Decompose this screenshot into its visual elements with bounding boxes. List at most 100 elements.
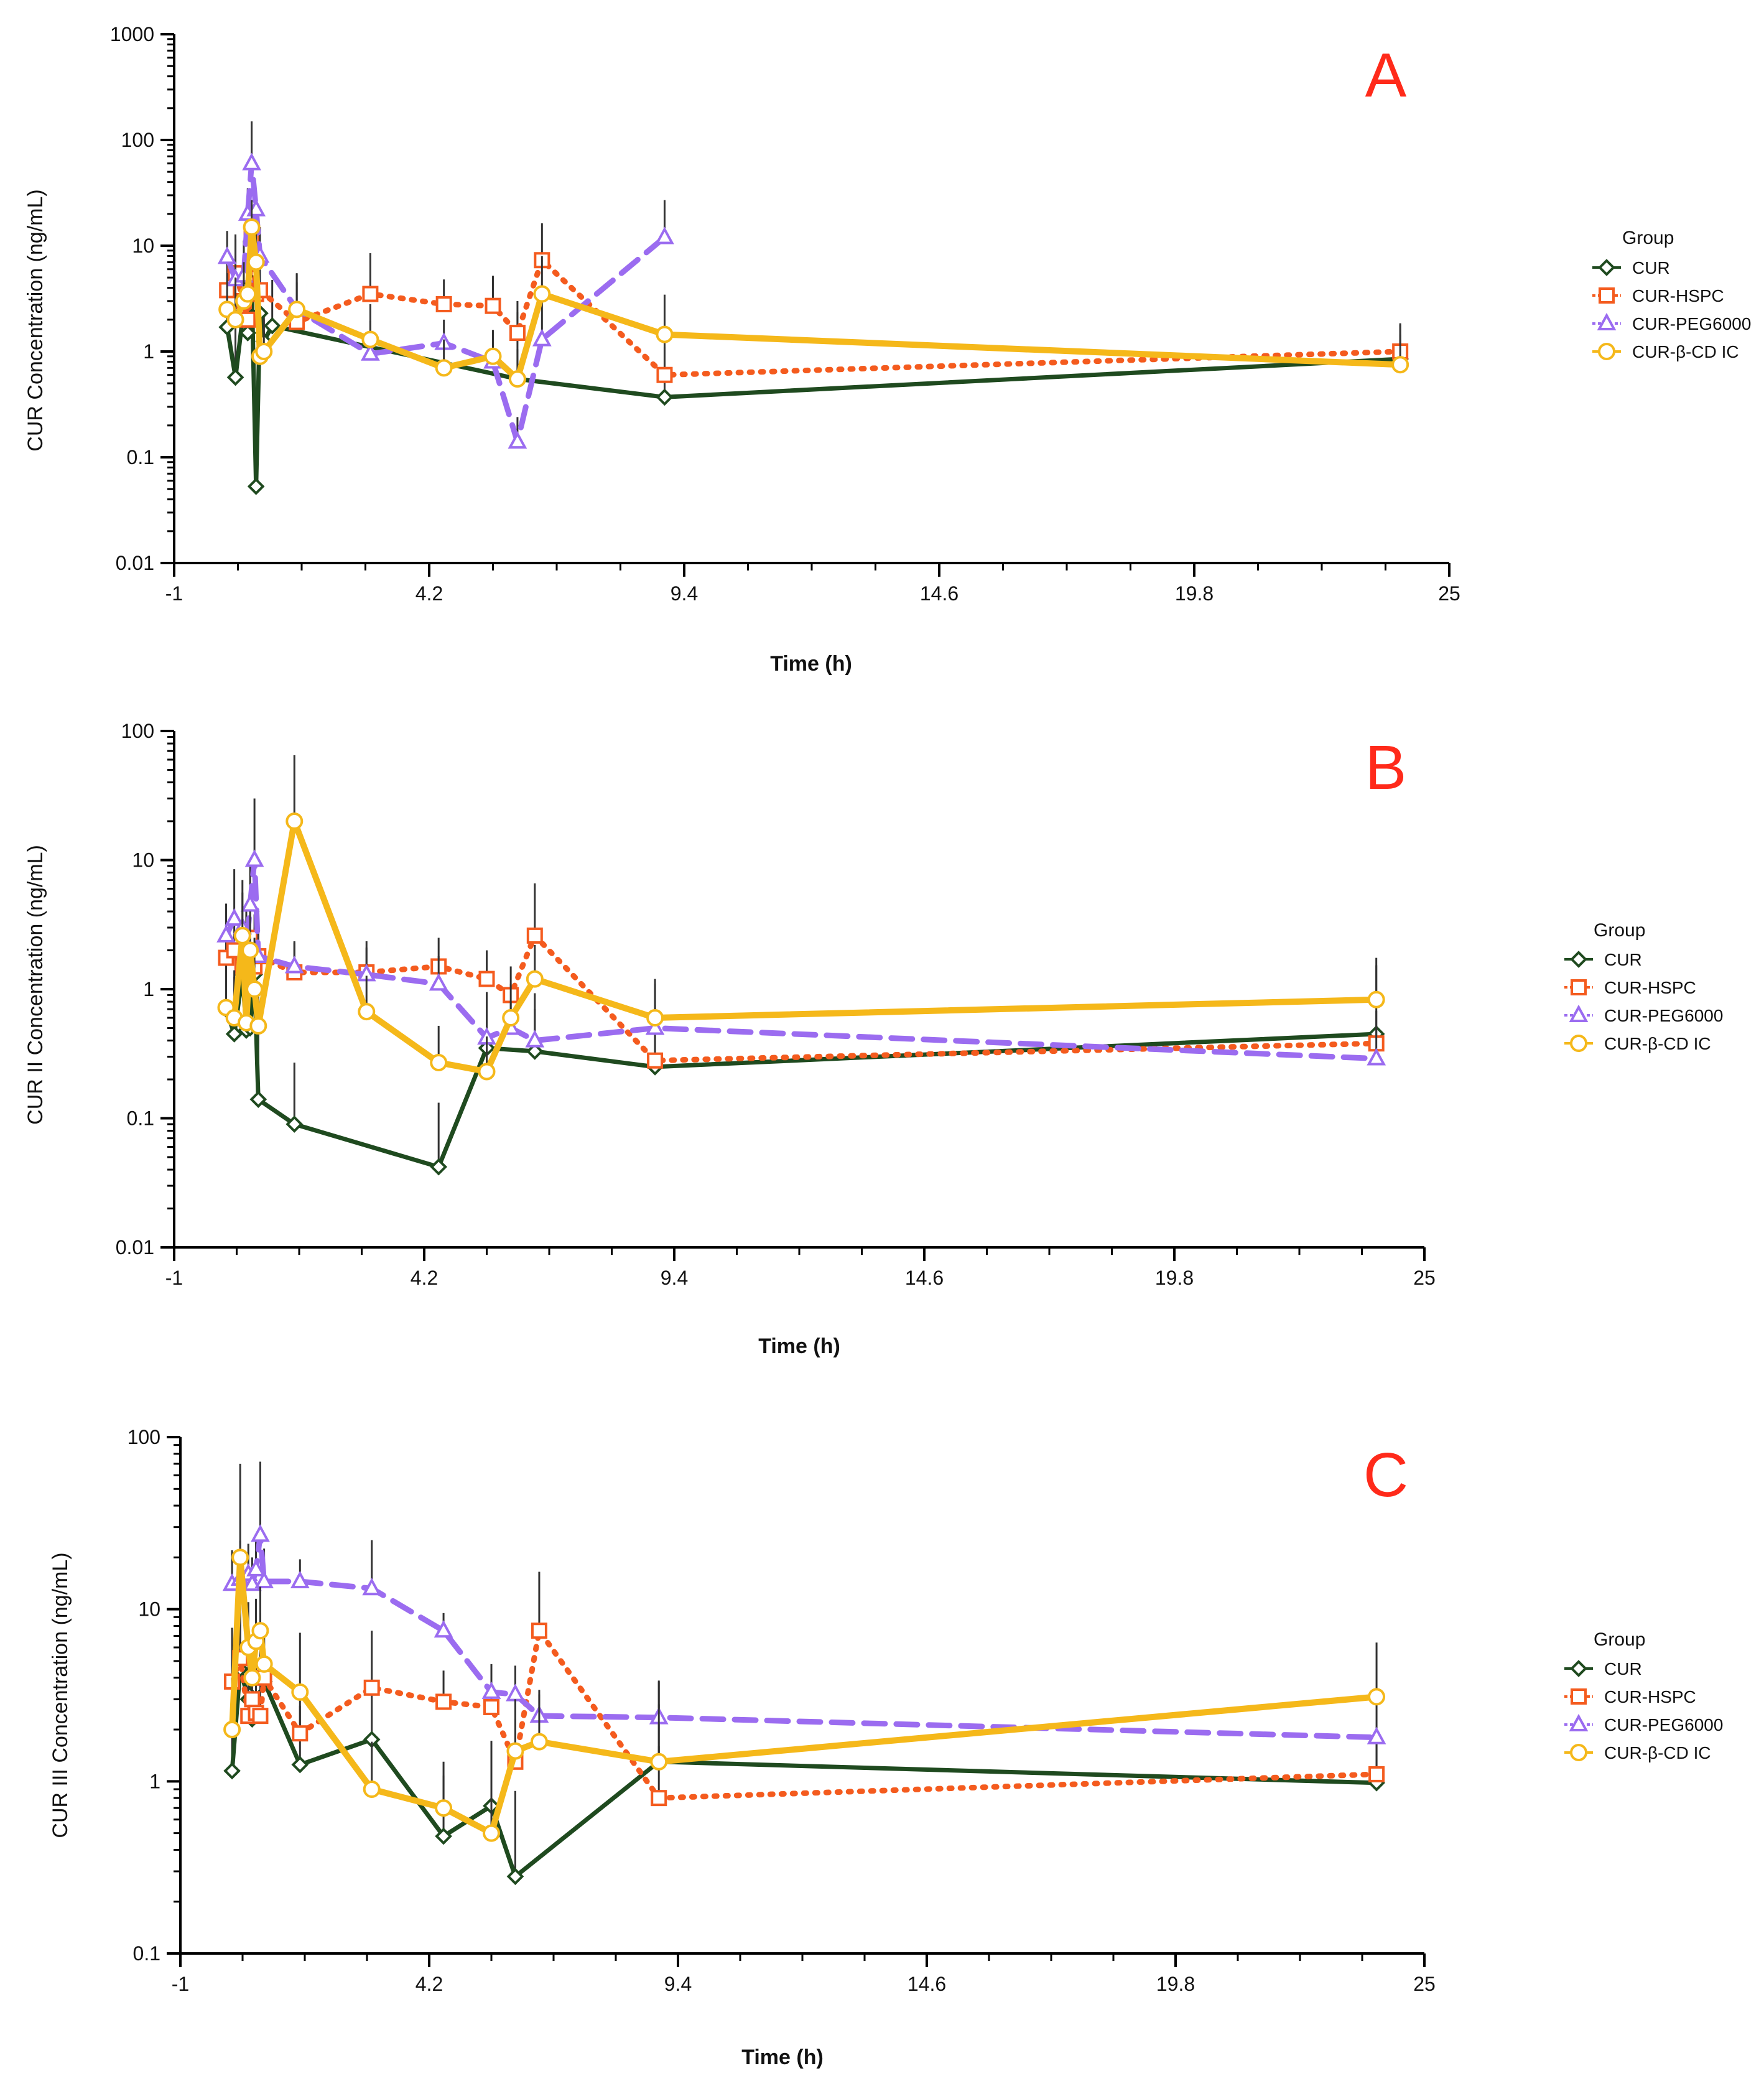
data-point	[292, 1725, 309, 1742]
data-point	[530, 1733, 548, 1751]
legend-item-cur: CUR	[1564, 950, 1642, 969]
data-point	[435, 1827, 452, 1845]
y-tick-label: 100	[121, 720, 154, 742]
data-point	[531, 1622, 547, 1639]
data-point	[231, 1548, 249, 1567]
y-tick-label: 0.01	[116, 1236, 154, 1259]
data-point	[226, 368, 244, 386]
legend-marker	[1598, 259, 1615, 276]
legend-title: Group	[1594, 920, 1645, 941]
data-point	[429, 973, 448, 991]
legend-item-cur: CUR	[1564, 1659, 1642, 1678]
legend-item-peg: CUR-PEG6000	[1564, 1004, 1723, 1025]
data-point	[361, 343, 380, 361]
data-point	[284, 956, 304, 974]
x-tick-label: 19.8	[1175, 582, 1214, 605]
data-point	[506, 1742, 524, 1760]
legend-title: Group	[1622, 228, 1674, 248]
legend-label: CUR-PEG6000	[1604, 1006, 1723, 1025]
data-point	[508, 431, 527, 449]
data-point	[223, 1721, 241, 1739]
data-point	[508, 370, 526, 388]
data-point	[646, 1009, 664, 1027]
legend-label: CUR	[1604, 1659, 1642, 1678]
data-point	[1367, 1048, 1386, 1066]
data-point	[1391, 356, 1409, 374]
data-point	[255, 343, 273, 360]
legend-item-hspc: CUR-HSPC	[1592, 286, 1724, 305]
legend-label: CUR	[1632, 258, 1670, 277]
legend-marker	[1569, 1713, 1589, 1731]
legend-label: CUR-HSPC	[1604, 978, 1696, 997]
data-point	[240, 894, 260, 912]
data-point	[217, 246, 237, 264]
legend-marker	[1597, 312, 1617, 330]
legend-marker	[1570, 1035, 1587, 1052]
data-point	[481, 1681, 501, 1699]
x-tick-label: 19.8	[1155, 1267, 1194, 1289]
data-point	[651, 1790, 667, 1807]
data-point	[285, 1115, 304, 1133]
data-point	[525, 1030, 545, 1048]
x-axis-label: Time (h)	[770, 652, 852, 676]
data-point	[435, 1693, 452, 1710]
data-point	[362, 1578, 382, 1596]
data-point	[225, 908, 244, 926]
data-point	[242, 152, 261, 170]
legend-item-bcd: CUR-β-CD IC	[1564, 1034, 1711, 1053]
data-point	[243, 1669, 261, 1687]
data-point	[285, 812, 304, 831]
data-point	[216, 924, 236, 943]
data-point	[358, 1003, 376, 1021]
data-point	[241, 941, 259, 959]
x-tick-label: 4.2	[415, 582, 443, 605]
x-tick-label: 25	[1413, 1973, 1436, 1995]
data-point	[435, 1799, 453, 1817]
data-point	[526, 1043, 544, 1060]
data-point	[226, 310, 244, 328]
panel-a: CUR Concentration (ng/mL) Time (h) A Gro…	[24, 23, 1751, 676]
data-point	[247, 253, 265, 271]
series-bcd	[223, 1463, 1386, 1842]
data-point	[244, 849, 264, 867]
x-tick-label: 4.2	[415, 1973, 443, 1995]
x-tick-label: 19.8	[1156, 1973, 1195, 1995]
data-point	[249, 1017, 267, 1035]
y-axis-label: CUR III Concentration (ng/mL)	[49, 1552, 72, 1838]
data-point	[263, 317, 281, 335]
data-point	[252, 1708, 269, 1725]
data-point	[363, 1679, 380, 1696]
data-point	[483, 1824, 500, 1842]
legend: CUR CUR-HSPC CUR-PEG6000 CUR-β-CD IC	[1564, 1659, 1723, 1762]
data-point	[1368, 1688, 1386, 1706]
x-tick-label: 14.6	[905, 1267, 944, 1289]
panel-c: CUR III Concentration (ng/mL) Time (h) C…	[49, 1426, 1723, 2069]
data-point	[254, 1570, 274, 1589]
legend-item-peg: CUR-PEG6000	[1564, 1713, 1723, 1734]
x-tick-label: 14.6	[908, 1973, 946, 1995]
y-tick-label: 100	[128, 1426, 160, 1448]
plot-area: 0.01 0.1 1 10 100 -1 4.2 9.4 14.6 19.8 25	[116, 720, 1436, 1289]
data-point	[484, 347, 502, 365]
data-point	[1368, 1766, 1385, 1782]
x-tick-label: 9.4	[671, 582, 698, 605]
data-point	[288, 300, 306, 319]
data-point	[645, 1017, 665, 1035]
legend: CUR CUR-HSPC CUR-PEG6000 CUR-β-CD IC	[1564, 950, 1723, 1053]
legend-label: CUR-HSPC	[1604, 1687, 1696, 1706]
legend-marker	[1598, 343, 1615, 360]
legend-marker	[1569, 1004, 1589, 1022]
data-point	[435, 296, 452, 312]
y-tick-label: 1	[149, 1770, 160, 1792]
data-point	[1367, 990, 1385, 1008]
legend-label: CUR	[1604, 950, 1642, 969]
data-point	[506, 1868, 524, 1886]
data-point	[244, 1691, 261, 1708]
data-point	[533, 285, 551, 303]
x-axis-label: Time (h)	[758, 1334, 840, 1358]
data-point	[656, 325, 674, 343]
legend-title: Group	[1594, 1629, 1645, 1650]
panel-letter-a: A	[1365, 40, 1407, 110]
data-point	[483, 1698, 499, 1715]
data-point	[255, 1655, 273, 1673]
